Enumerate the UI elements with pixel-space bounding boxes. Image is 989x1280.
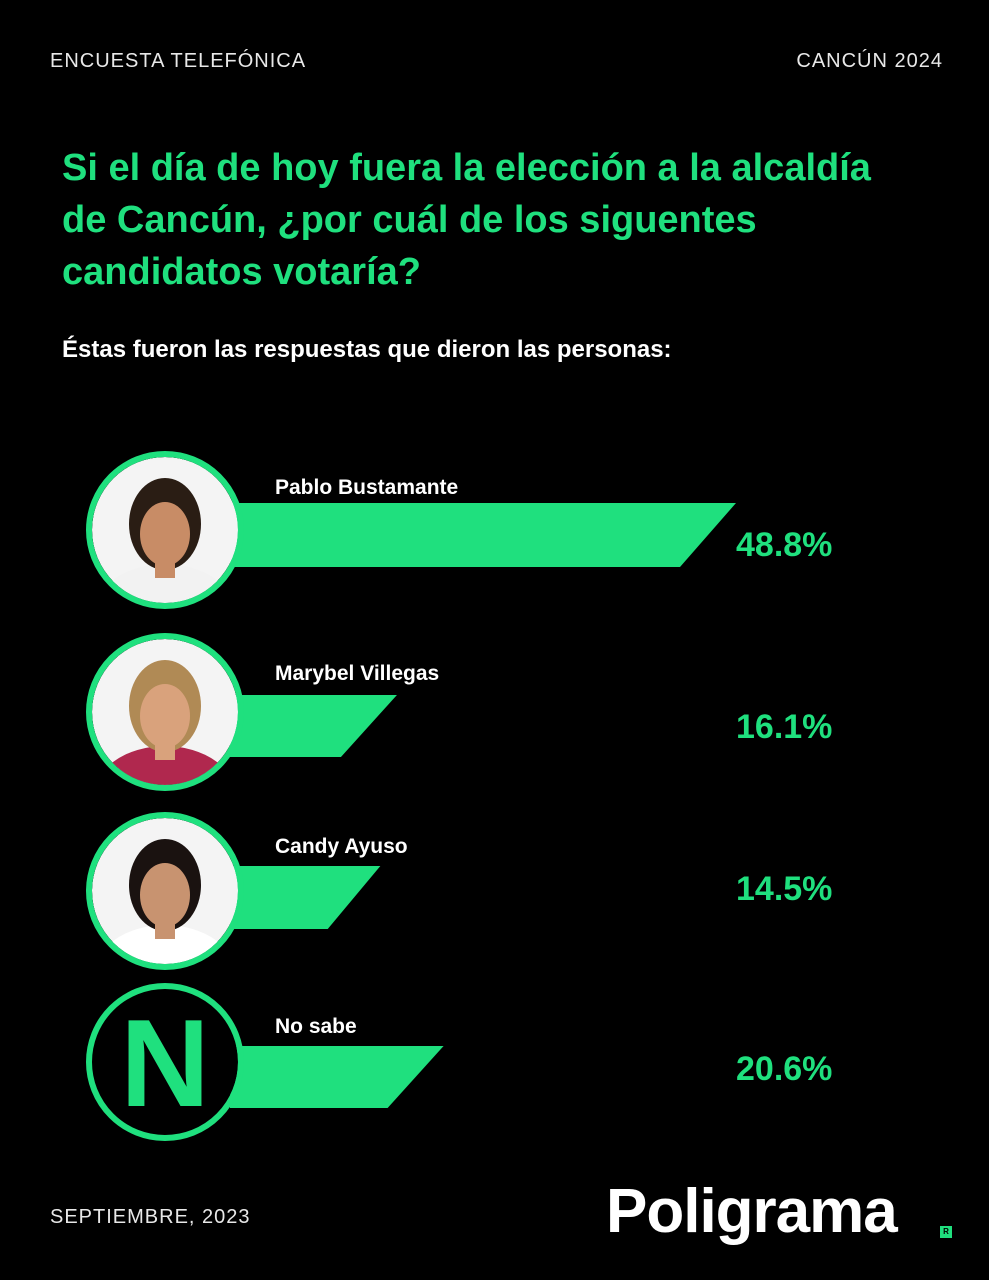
bar-1: [230, 695, 397, 757]
value-label-1: 16.1%: [736, 708, 832, 746]
brand-logo: Poligrama: [606, 1177, 898, 1246]
category-label-2: Candy Ayuso: [275, 835, 408, 858]
bar-2: [230, 866, 381, 929]
value-label-2: 14.5%: [736, 870, 832, 908]
avatar-photo-0: [92, 457, 238, 603]
question-title: Si el día de hoy fuera la elección a la …: [62, 147, 871, 293]
avatar-ring-0: [86, 451, 244, 609]
avatar-bg-no-sabe: [92, 989, 238, 1135]
value-label-3: 20.6%: [736, 1050, 832, 1088]
survey-type: ENCUESTA TELEFÓNICA: [50, 50, 307, 72]
bar-3: [230, 1046, 444, 1108]
avatar-letter-no-sabe: N: [120, 995, 210, 1133]
value-label-0: 48.8%: [736, 526, 832, 564]
avatar-ring-1: [86, 633, 244, 791]
category-label-1: Marybel Villegas: [275, 662, 439, 685]
category-label-0: Pablo Bustamante: [275, 476, 458, 499]
avatar-photo-1: [92, 639, 238, 785]
location-year: CANCÚN 2024: [796, 50, 943, 72]
avatar-ring-3: [86, 983, 244, 1141]
category-label-3: No sabe: [275, 1015, 357, 1038]
registered-mark-icon: R: [940, 1226, 952, 1238]
avatar-photo-2: [92, 818, 238, 964]
bar-0: [230, 503, 736, 567]
footer-date: SEPTIEMBRE, 2023: [50, 1206, 251, 1228]
avatar-ring-2: [86, 812, 244, 970]
subtitle: Éstas fueron las respuestas que dieron l…: [62, 336, 672, 363]
